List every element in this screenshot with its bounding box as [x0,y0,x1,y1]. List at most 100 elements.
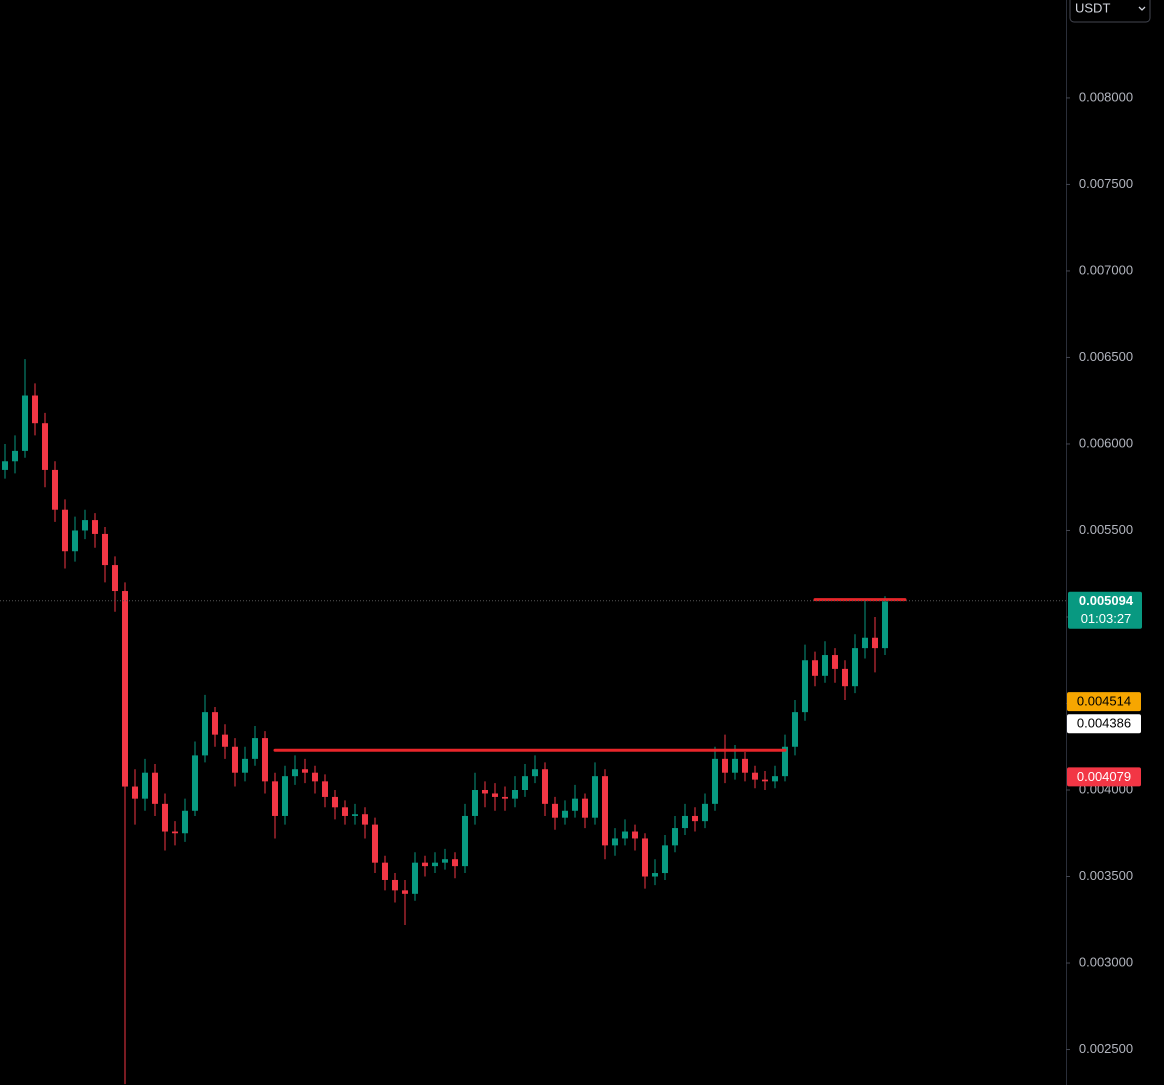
candle-body [802,660,808,713]
candle-body [402,890,408,894]
candle-body [862,637,868,649]
candle-body [542,769,548,804]
candle-body [132,786,138,799]
candle-body [732,758,738,773]
candle-body [882,601,888,649]
candle-body [742,758,748,773]
y-tick-label: 0.006500 [1079,349,1133,364]
candle-body [292,769,298,777]
candle-body [362,814,368,825]
candle-body [482,790,488,794]
candle-body [772,776,778,782]
candle-body [812,660,818,676]
candle-body [252,738,258,759]
candle-body [422,862,428,867]
candle-body [372,824,378,863]
candle-body [272,781,278,816]
candle-body [32,395,38,424]
candle-body [112,565,118,592]
candle-body [212,712,218,735]
candle-body [762,779,768,782]
candle-body [332,796,338,808]
candle-body [852,648,858,687]
candle-body [302,769,308,773]
candle-body [612,838,618,846]
candle-body [342,807,348,816]
candle-body [282,776,288,816]
y-tick-label: 0.006000 [1079,435,1133,450]
candle-body [532,769,538,777]
candle-body [722,758,728,773]
candle-body [562,810,568,818]
candle-body [602,776,608,846]
candle-body [442,859,448,863]
candle-body [592,776,598,818]
current-price-tag [1068,591,1142,629]
y-tick-label: 0.008000 [1079,89,1133,104]
y-tick-label: 0.003000 [1079,954,1133,969]
candle-body [262,738,268,782]
current-price-label: 0.005094 [1079,593,1134,608]
candle-body [152,772,158,804]
candle-body [462,815,468,867]
candle-body [382,862,388,880]
candle-body [712,758,718,804]
candle-body [312,772,318,782]
candle-body [572,798,578,811]
price-tag-label: 0.004079 [1077,769,1131,784]
candle-body [782,746,788,777]
dropdown-arrow [1138,6,1146,11]
candle-body [122,591,128,787]
candle-body [632,831,638,839]
candle-body [182,810,188,834]
countdown-label: 01:03:27 [1081,611,1132,626]
candle-body [222,734,228,747]
candle-body [2,461,8,470]
price-tag-label: 0.004514 [1077,694,1131,709]
candle-body [432,862,438,867]
candle-body [682,815,688,829]
candle-body [502,796,508,799]
price-tag-label: 0.004386 [1077,716,1131,731]
price-tag [1067,692,1141,712]
candle-body [82,520,88,531]
candle-body [242,758,248,773]
candle-body [582,798,588,818]
candle-body [702,803,708,822]
y-tick-label: 0.002500 [1079,1041,1133,1056]
candle-body [642,838,648,877]
candle-body [172,831,178,834]
candle-body [832,655,838,669]
candle-body [392,879,398,891]
candle-body [62,509,68,552]
candle-body [752,772,758,780]
candle-body [102,533,108,566]
y-tick-label: 0.005500 [1079,522,1133,537]
price-tag [1067,714,1141,734]
candle-body [552,803,558,818]
candle-body [622,831,628,839]
candle-body [692,815,698,822]
y-tick-label: 0.003500 [1079,868,1133,883]
candle-body [42,423,48,470]
candle-body [52,469,58,510]
candle-body [232,746,238,773]
currency-label[interactable]: USDT [1075,0,1110,15]
candle-body [412,862,418,894]
candle-body [92,520,98,534]
candle-body [12,450,18,462]
candle-body [822,655,828,676]
candle-body [842,668,848,687]
candle-body [452,859,458,867]
currency-dropdown[interactable] [1069,0,1151,23]
y-tick-label: 0.007000 [1079,262,1133,277]
candle-body [792,712,798,747]
candle-body [652,873,658,877]
candle-body [872,637,878,649]
candle-body [22,395,28,451]
candle-body [162,803,168,832]
price-tag [1067,767,1141,787]
candle-body [192,755,198,811]
